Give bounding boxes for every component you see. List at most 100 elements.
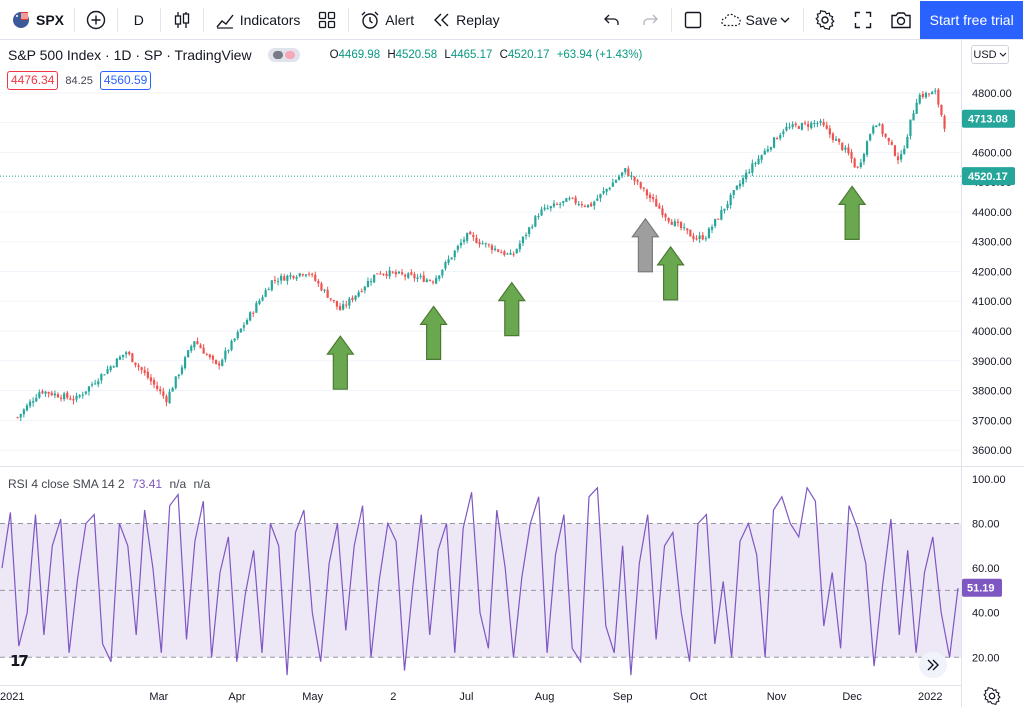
candle (90, 381, 94, 388)
start-free-trial-button[interactable]: Start free trial (920, 0, 1024, 39)
candle (723, 208, 726, 214)
candle (872, 124, 875, 135)
candle (664, 212, 667, 222)
plus-circle-icon (85, 9, 107, 31)
candle (850, 149, 853, 163)
candle (335, 300, 339, 310)
redo-button[interactable] (631, 0, 669, 40)
candle (865, 140, 869, 158)
svg-text:4713.08: 4713.08 (968, 114, 1008, 126)
chevron-down-icon (999, 52, 1006, 57)
candle (531, 224, 534, 230)
candle (146, 368, 149, 380)
currency-select[interactable]: USD (971, 45, 1009, 64)
candle (549, 205, 552, 212)
candle (168, 388, 171, 404)
interval-button[interactable]: D (120, 0, 158, 40)
candle (351, 295, 354, 303)
candle (400, 268, 404, 276)
fullscreen-toggle-button[interactable] (674, 0, 712, 40)
candle (745, 169, 748, 183)
candle (797, 125, 800, 130)
indicators-button[interactable]: Indicators (206, 0, 309, 40)
chart-type-button[interactable] (163, 0, 201, 40)
replay-button[interactable]: Replay (422, 0, 508, 40)
candle (896, 152, 900, 165)
candle (475, 234, 478, 244)
bid-price-button[interactable]: 4476.34 (7, 71, 59, 90)
candle (450, 257, 453, 260)
candle (69, 395, 72, 401)
save-button[interactable]: Save (712, 0, 802, 40)
candle (593, 200, 596, 210)
ask-price-button[interactable]: 4560.59 (99, 71, 152, 90)
candle (676, 218, 680, 227)
gear-icon (814, 9, 836, 31)
candle (128, 350, 131, 356)
candle (205, 352, 208, 356)
candle (94, 379, 97, 385)
time-tick-label: Jul (459, 691, 473, 703)
candle (760, 154, 763, 164)
candle (608, 186, 611, 191)
candle (748, 168, 751, 175)
candle (276, 277, 280, 286)
candle (466, 232, 469, 244)
chart-settings-button[interactable] (982, 686, 1002, 706)
candle (862, 152, 866, 165)
rsi-name[interactable]: RSI 4 close SMA 14 2 (8, 477, 125, 491)
candle (118, 355, 122, 361)
candle (555, 202, 559, 206)
candle (16, 416, 19, 419)
series-title[interactable]: S&P 500 Index · 1D · SP · TradingView (8, 47, 252, 63)
tv-logo-icon[interactable]: 17 (10, 652, 29, 670)
expand-button[interactable] (844, 0, 882, 40)
alert-button[interactable]: Alert (351, 0, 422, 40)
candle (881, 123, 884, 137)
fullscreen-icon (682, 9, 704, 31)
candle (273, 275, 277, 284)
candle (187, 349, 190, 358)
candle (28, 399, 32, 409)
candle (698, 231, 701, 243)
candle (56, 392, 60, 398)
candle (769, 146, 773, 152)
candle (25, 403, 29, 412)
settings-button[interactable] (806, 0, 844, 40)
scroll-to-realtime-button[interactable] (919, 652, 947, 678)
up-arrow-annotation (419, 305, 448, 361)
layout-button[interactable] (308, 0, 346, 40)
compare-button[interactable] (77, 0, 115, 40)
candle (261, 294, 264, 302)
snapshot-button[interactable] (882, 0, 920, 40)
candle (379, 271, 382, 275)
candle (822, 118, 825, 128)
symbol-search[interactable]: SPX (0, 0, 72, 40)
candle (782, 128, 785, 138)
market-status-badge[interactable] (267, 48, 300, 62)
candle (918, 92, 921, 105)
candle (59, 394, 63, 402)
candle (785, 122, 788, 132)
candle (354, 295, 357, 302)
undo-button[interactable] (593, 0, 631, 40)
candle (794, 121, 797, 128)
candle (670, 218, 673, 225)
candle (754, 161, 757, 167)
candle (791, 121, 794, 130)
candle (444, 260, 447, 271)
candle (66, 390, 69, 400)
up-arrow-annotation (631, 217, 660, 273)
candle (360, 288, 363, 293)
candle (422, 271, 425, 283)
time-tick-label: 2 (390, 691, 396, 703)
candle (202, 344, 205, 354)
candle (425, 277, 428, 283)
candle (512, 251, 515, 257)
candle (828, 125, 831, 139)
price-tick-label: 3600.00 (972, 445, 1012, 457)
candle (819, 118, 822, 126)
candle (621, 172, 624, 179)
candle (630, 171, 633, 180)
